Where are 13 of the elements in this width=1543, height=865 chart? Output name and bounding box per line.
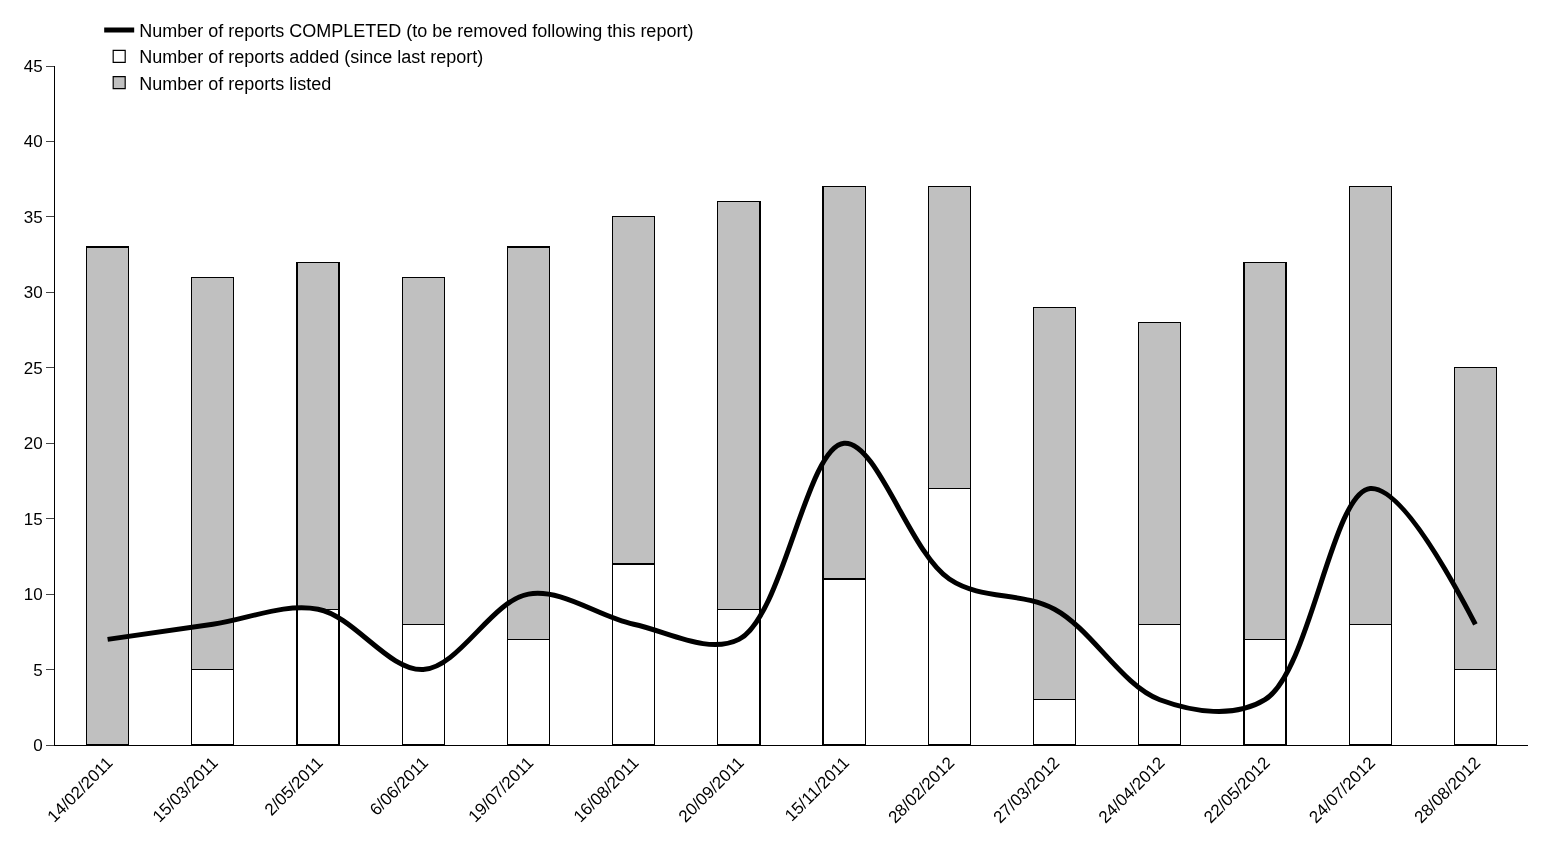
legend-label: Number of reports added (since last report) — [139, 47, 484, 68]
y-tick-label: 40 — [23, 132, 43, 152]
y-tick-label: 20 — [23, 434, 43, 454]
y-tick-label: 35 — [23, 207, 43, 227]
y-tick-label: 25 — [23, 358, 43, 378]
y-tick-label: 30 — [23, 283, 43, 303]
legend-label: Number of reports COMPLETED (to be removed following this report) — [139, 20, 694, 41]
y-tick-label: 0 — [33, 735, 43, 755]
y-tick-label: 10 — [23, 585, 43, 605]
y-tick-label: 5 — [33, 660, 43, 680]
y-tick-label: 15 — [23, 509, 43, 529]
y-tick-label: 45 — [23, 56, 43, 76]
legend-label: Number of reports listed — [139, 73, 332, 94]
